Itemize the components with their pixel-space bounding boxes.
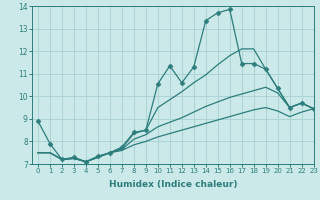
X-axis label: Humidex (Indice chaleur): Humidex (Indice chaleur) xyxy=(108,180,237,189)
